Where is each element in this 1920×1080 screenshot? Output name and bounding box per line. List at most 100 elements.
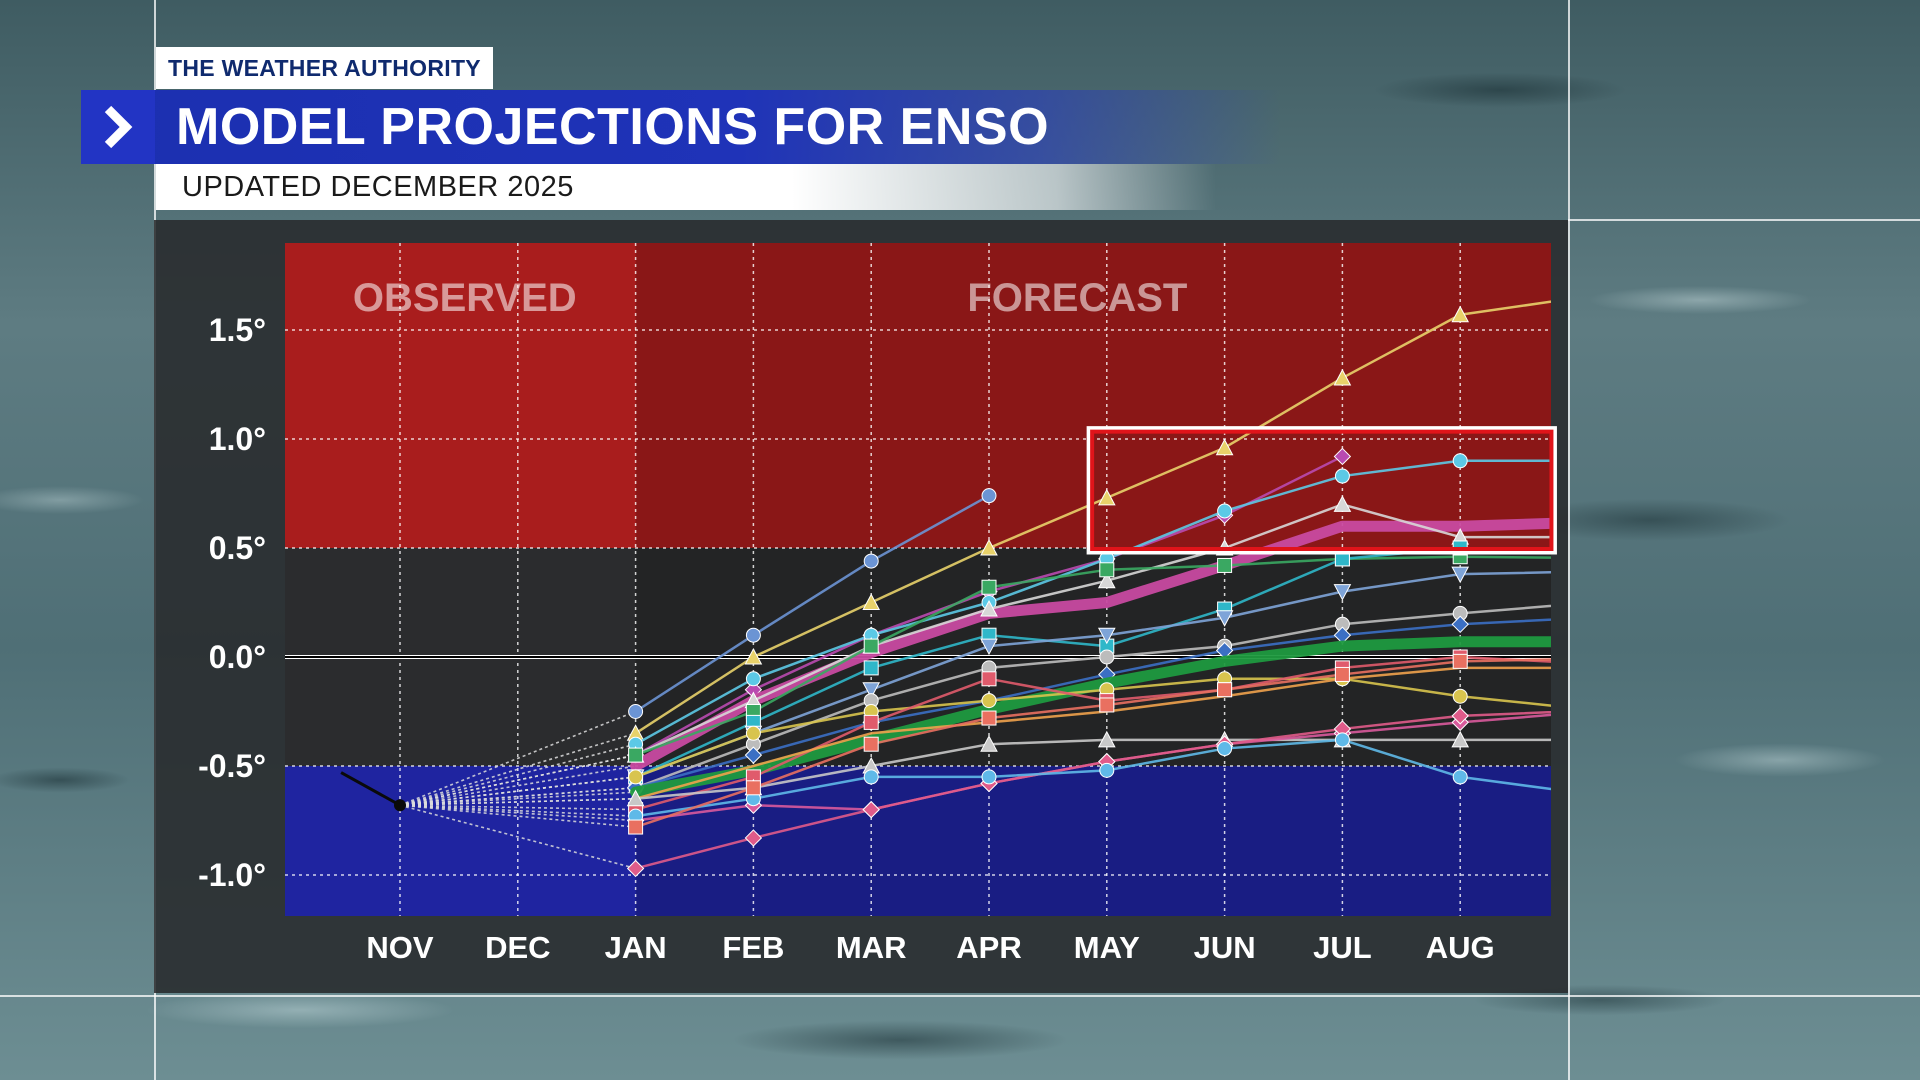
series-point [744,829,763,847]
series-point [863,660,879,676]
series-point [1097,627,1116,645]
series-point [1451,707,1469,725]
observed-point [394,799,406,812]
series-point [863,714,879,730]
series-point [745,780,761,796]
series-point [980,599,998,617]
series-point [628,819,644,835]
series-point [981,488,997,504]
spread-line [399,743,636,807]
series-point [1333,495,1352,512]
series-point [1333,584,1352,601]
y-tick-label: 0.0° [209,639,266,675]
series-point [626,859,645,878]
x-tick-label: DEC [485,930,550,965]
series-point [981,710,997,726]
spread-line [399,804,636,870]
spread-line [399,732,636,807]
spread-line [399,754,636,807]
series-point [1215,610,1234,627]
series-point [1099,697,1115,713]
subtitle-bar [156,164,1216,210]
series-point [745,671,761,687]
series-point [1097,488,1116,506]
series-point [1215,438,1234,456]
series-point [744,746,763,764]
page-title: MODEL PROJECTIONS FOR ENSO [176,98,1050,156]
series-point [1452,653,1468,669]
spread-line [399,710,636,806]
enso-chart: OBSERVED FORECAST 1.5° 1.0° 0.5° 0.0° -0.5° -1.… [198,243,1557,965]
series-point [981,579,997,595]
series-point [1451,730,1470,748]
series-point [1099,562,1115,578]
x-tick-label: JUN [1194,930,1256,965]
x-tick-label: MAR [836,930,907,965]
series-point [1333,447,1352,466]
series-point [628,769,644,785]
series-point [745,627,761,643]
x-tick-label: MAY [1074,930,1140,965]
series-point [980,735,998,752]
series-point [1217,503,1233,519]
y-tick-label: -0.5° [198,748,266,784]
series-point [1333,368,1352,386]
series-point [863,638,879,654]
y-tick-label: 0.5° [209,530,266,566]
series-point [981,671,997,687]
series-point [1097,571,1116,589]
series-point [1334,468,1350,484]
series-point [1217,741,1233,757]
observed-line [340,771,401,807]
series-point [626,789,645,807]
series-point [1097,730,1116,748]
spread-line [399,765,636,807]
series-point [1452,769,1468,785]
series-point [1451,305,1470,323]
x-tick-label: JUL [1313,930,1372,965]
guide-line-right [1568,0,1570,1080]
brand-label: THE WEATHER AUTHORITY [156,47,493,89]
chevron-right-icon [81,90,155,164]
y-tick-label: 1.5° [209,312,266,348]
series-point [1451,566,1470,584]
x-tick-label: APR [956,930,1021,965]
title-bar [81,90,1281,164]
series-point [1334,666,1350,682]
series-point [1099,649,1115,665]
guide-line-bottom [0,995,1920,997]
series-point [981,693,997,709]
series-point [744,647,763,665]
series-point [862,682,881,699]
series-point [863,736,879,752]
series-point [862,593,881,610]
x-tick-label: NOV [366,930,434,965]
chart-panel: OBSERVED FORECAST 1.5° 1.0° 0.5° 0.0° -0.5° -1.… [154,220,1568,993]
highlight-box-outer [1086,426,1557,555]
series-point [980,638,998,656]
series-line [634,494,991,713]
series-point [1334,732,1350,748]
series-point [628,704,644,719]
x-tick-label: AUG [1426,930,1495,965]
page-subtitle: UPDATED DECEMBER 2025 [182,171,574,203]
series-point [863,769,879,785]
y-tick-label: 1.0° [209,421,266,457]
series-point [1451,615,1469,634]
forecast-zone-shade [635,243,1551,916]
series-point [745,725,761,741]
zone-label-forecast: FORECAST [967,276,1187,320]
series-point [981,769,997,785]
series-point [862,800,880,819]
series-point [628,747,644,763]
guide-line-top [1568,219,1920,221]
x-tick-label: JAN [605,930,667,965]
el-nino-band [285,243,1551,548]
series-point [980,538,998,556]
series-point [1217,682,1233,698]
highlight-box [1090,429,1554,551]
series-point [1099,762,1115,778]
y-tick-label: -1.0° [198,857,266,893]
la-nina-band [285,766,1551,916]
series-point [863,553,879,569]
